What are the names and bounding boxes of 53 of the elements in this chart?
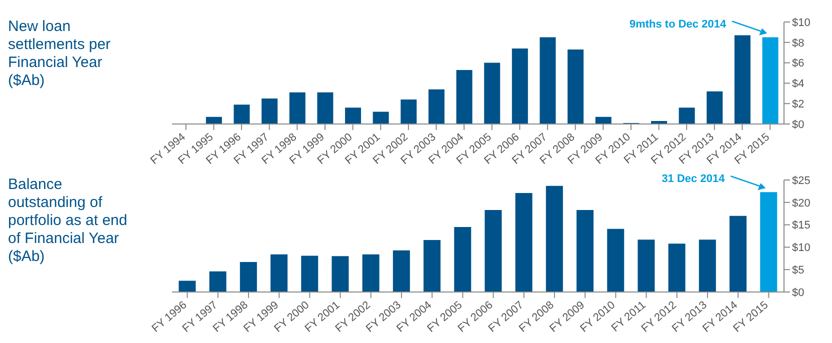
- y-tick-label: $5: [792, 264, 804, 277]
- bar: [240, 262, 257, 292]
- y-tick-label: $0: [792, 286, 804, 299]
- bar: [638, 240, 655, 292]
- bar: [678, 108, 695, 124]
- bar: [607, 228, 624, 292]
- bar: [734, 35, 750, 124]
- bar: [301, 256, 318, 292]
- bar: [178, 280, 196, 292]
- bar: [698, 240, 716, 292]
- y-tick-label: $0: [792, 118, 804, 131]
- bar: [262, 98, 278, 124]
- bar: [484, 210, 502, 292]
- bar: [546, 186, 563, 292]
- bar: [345, 108, 362, 124]
- bar: [206, 116, 222, 124]
- bar: [454, 227, 472, 292]
- y-tick-label: $8: [792, 37, 804, 50]
- bar: [317, 92, 334, 124]
- bar: [706, 91, 723, 124]
- bar: [568, 50, 584, 124]
- bar: [730, 216, 747, 292]
- bar: [484, 62, 500, 124]
- y-tick-label: $25: [792, 174, 810, 187]
- bar: [209, 271, 226, 292]
- y-tick-label: $15: [792, 220, 810, 232]
- y-tick-label: $4: [792, 78, 804, 90]
- bar: [595, 116, 612, 124]
- bar: [668, 244, 686, 292]
- text: New loan settlements per Financial Year ($Ab): [8, 17, 112, 91]
- bar: [428, 89, 444, 124]
- bar: [372, 112, 389, 124]
- bar: [456, 70, 472, 124]
- bar: [362, 254, 380, 292]
- y-tick-label: $2: [792, 98, 804, 111]
- bar: [392, 250, 410, 292]
- y-tick-label: $10: [792, 16, 810, 29]
- bar: [234, 104, 250, 124]
- text: Balance outstanding of portfolio as at end of Financial Year ($Ab): [8, 175, 128, 267]
- bar: [332, 256, 349, 292]
- y-tick-label: $20: [792, 197, 810, 210]
- y-tick-label: $10: [792, 242, 810, 254]
- bar: [424, 240, 441, 292]
- bar: [512, 48, 528, 124]
- annotation: 31 Dec 2014: [662, 173, 726, 186]
- annotation: 9mths to Dec 2014: [629, 18, 727, 30]
- bar: [515, 192, 532, 292]
- bar: [576, 210, 594, 292]
- bar: [270, 254, 288, 292]
- bar: [400, 100, 417, 124]
- y-tick-label: $6: [792, 58, 804, 70]
- bar: [289, 92, 306, 124]
- bar: [540, 37, 556, 124]
